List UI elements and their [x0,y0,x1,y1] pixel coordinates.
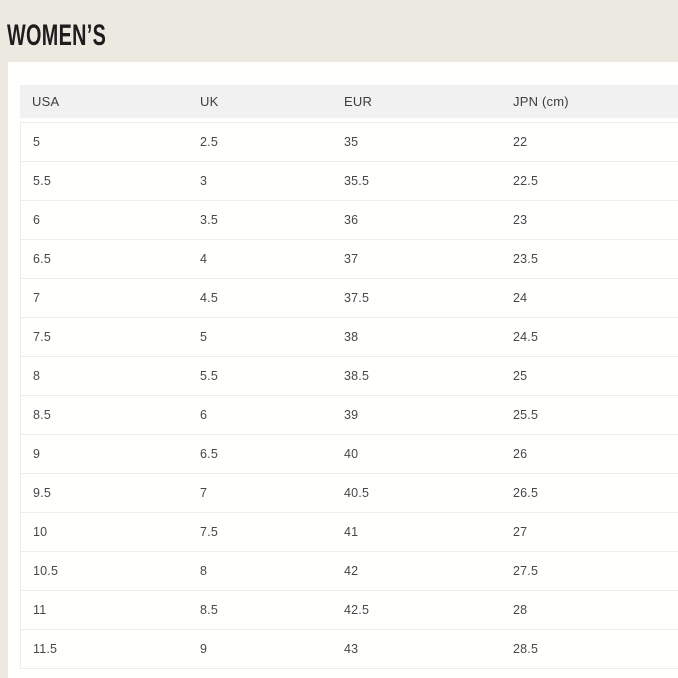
table-cell: 6.5 [188,434,332,473]
table-cell: 2.5 [188,122,332,161]
table-cell: 43 [332,629,501,669]
table-cell: 11 [20,590,188,629]
table-cell: 40.5 [332,473,501,512]
table-cell: 9.5 [20,473,188,512]
table-cell: 3 [188,161,332,200]
table-row: 9.5 7 40.5 26.5 [20,473,678,512]
table-cell: 7.5 [20,317,188,356]
table-cell: 5 [20,122,188,161]
header-row: USA UK EUR JPN (cm) [20,85,678,122]
table-row: 5 2.5 35 22 [20,122,678,161]
table-cell: 38 [332,317,501,356]
table-cell: 8.5 [188,590,332,629]
table-cell: 10 [20,512,188,551]
table-cell: 8.5 [20,395,188,434]
table-cell: 5.5 [20,161,188,200]
table-row: 7 4.5 37.5 24 [20,278,678,317]
section-header: WOMEN’S [0,0,678,62]
table-cell: 5 [188,317,332,356]
table-cell: 3.5 [188,200,332,239]
table-row: 8 5.5 38.5 25 [20,356,678,395]
column-header-uk: UK [188,85,332,122]
table-cell: 37 [332,239,501,278]
table-row: 11 8.5 42.5 28 [20,590,678,629]
table-cell: 24 [501,278,678,317]
table-cell: 23 [501,200,678,239]
column-header-jpn-cm: JPN (cm) [501,85,678,122]
table-cell: 35 [332,122,501,161]
table-cell: 27 [501,512,678,551]
table-cell: 42.5 [332,590,501,629]
table-cell: 22 [501,122,678,161]
size-chart-card: USA UK EUR JPN (cm) 5 2.5 35 22 5.5 3 35.5 22.5 6 3.… [8,62,678,678]
table-cell: 25.5 [501,395,678,434]
table-cell: 24.5 [501,317,678,356]
table-cell: 6.5 [20,239,188,278]
table-row: 10 7.5 41 27 [20,512,678,551]
table-cell: 8 [20,356,188,395]
table-cell: 9 [188,629,332,669]
table-cell: 11.5 [20,629,188,669]
table-cell: 28.5 [501,629,678,669]
table-cell: 4 [188,239,332,278]
table-row: 9 6.5 40 26 [20,434,678,473]
table-cell: 26.5 [501,473,678,512]
column-header-eur: EUR [332,85,501,122]
table-cell: 8 [188,551,332,590]
table-cell: 41 [332,512,501,551]
table-cell: 5.5 [188,356,332,395]
table-cell: 38.5 [332,356,501,395]
table-cell: 25 [501,356,678,395]
table-cell: 40 [332,434,501,473]
table-cell: 9 [20,434,188,473]
table-row: 5.5 3 35.5 22.5 [20,161,678,200]
table-cell: 10.5 [20,551,188,590]
table-row: 6 3.5 36 23 [20,200,678,239]
table-cell: 28 [501,590,678,629]
table-row: 8.5 6 39 25.5 [20,395,678,434]
table-cell: 7 [188,473,332,512]
table-cell: 6 [188,395,332,434]
table-cell: 22.5 [501,161,678,200]
table-cell: 35.5 [332,161,501,200]
table-cell: 36 [332,200,501,239]
table-cell: 7 [20,278,188,317]
table-cell: 37.5 [332,278,501,317]
table-row: 11.5 9 43 28.5 [20,629,678,669]
size-conversion-table: USA UK EUR JPN (cm) 5 2.5 35 22 5.5 3 35.5 22.5 6 3.… [20,85,678,669]
table-cell: 4.5 [188,278,332,317]
page-title: WOMEN’S [7,19,107,52]
table-row: 7.5 5 38 24.5 [20,317,678,356]
table-cell: 7.5 [188,512,332,551]
column-header-usa: USA [20,85,188,122]
table-cell: 39 [332,395,501,434]
table-cell: 23.5 [501,239,678,278]
table-row: 6.5 4 37 23.5 [20,239,678,278]
table-cell: 27.5 [501,551,678,590]
table-cell: 42 [332,551,501,590]
table-cell: 6 [20,200,188,239]
table-body: 5 2.5 35 22 5.5 3 35.5 22.5 6 3.5 36 23 6.5 4 37 23.5 7 4… [20,122,678,669]
table-row: 10.5 8 42 27.5 [20,551,678,590]
table-cell: 26 [501,434,678,473]
